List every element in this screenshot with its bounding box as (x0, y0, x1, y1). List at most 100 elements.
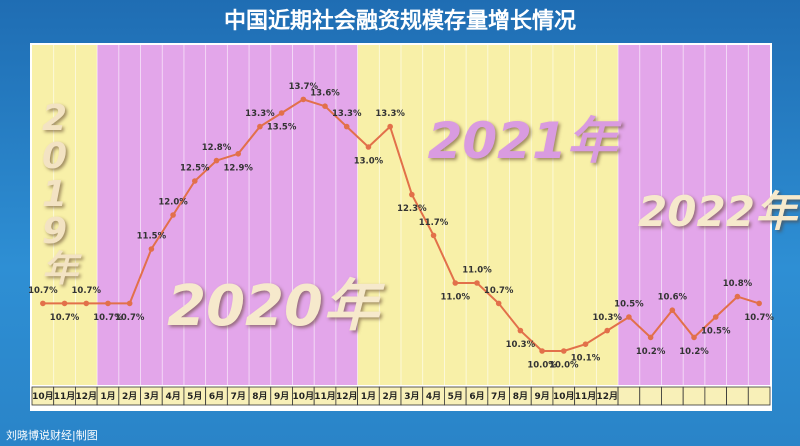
x-tick-label: 3月 (404, 391, 419, 402)
data-label: 13.5% (267, 123, 297, 133)
data-label: 11.7% (419, 218, 449, 228)
point (691, 334, 697, 341)
data-label: 10.0% (549, 361, 579, 371)
point (213, 157, 220, 164)
data-label: 12.9% (223, 163, 253, 173)
x-tick-label: 8月 (513, 391, 528, 402)
point (343, 123, 350, 130)
x-tick-label: 10月 (32, 391, 54, 402)
data-label: 11.5% (137, 232, 167, 242)
point (105, 300, 111, 307)
x-tick-label: 9月 (534, 391, 549, 402)
data-label: 10.7% (744, 313, 774, 323)
data-label: 12.0% (158, 198, 188, 208)
x-tick-box (704, 386, 727, 406)
point (582, 341, 589, 348)
x-tick-label: 6月 (469, 391, 484, 402)
credit: 刘晓博说财经|制图 (6, 428, 98, 442)
point (278, 110, 285, 116)
point (83, 300, 90, 307)
x-tick-label: 10月 (293, 391, 315, 402)
data-label: 10.3% (506, 340, 536, 350)
point (756, 300, 762, 307)
data-label: 10.1% (571, 354, 601, 364)
point (430, 232, 437, 239)
point (734, 293, 741, 300)
x-tick-box (682, 386, 706, 406)
point (669, 307, 676, 314)
point (191, 178, 198, 184)
point (235, 151, 242, 157)
data-label: 10.8% (723, 279, 753, 289)
point (61, 300, 68, 307)
point (257, 123, 263, 130)
point (365, 144, 372, 150)
data-label: 10.7% (115, 313, 145, 323)
x-tick-label: 8月 (252, 391, 267, 402)
data-label: 10.2% (679, 347, 709, 357)
x-tick-label: 3月 (144, 391, 159, 402)
x-tick-label: 7月 (231, 391, 246, 402)
data-label: 10.7% (72, 286, 102, 296)
data-label: 13.6% (310, 89, 340, 99)
chart-title: 中国近期社会融资规模存量增长情况 (224, 8, 576, 34)
point (647, 334, 654, 341)
x-tick-box (661, 386, 684, 406)
point (409, 191, 415, 198)
x-tick-label: 1月 (100, 391, 115, 402)
x-tick-label: 11月 (575, 391, 597, 402)
x-tick-label: 5月 (187, 391, 202, 402)
point (322, 103, 328, 109)
point (170, 212, 176, 218)
point (517, 327, 524, 334)
x-tick-label: 9月 (274, 391, 289, 402)
series-line (42, 98, 760, 352)
point (495, 300, 502, 307)
point (40, 300, 46, 307)
data-label: 13.3% (332, 109, 362, 119)
data-label: 13.3% (245, 109, 275, 119)
data-label: 13.0% (354, 157, 384, 167)
x-tick-box (617, 386, 641, 406)
x-tick-label: 1月 (361, 391, 376, 402)
x-tick-label: 5月 (448, 391, 463, 402)
point (148, 246, 155, 252)
x-tick-label: 6月 (209, 391, 224, 402)
point (539, 348, 545, 354)
x-tick-label: 4月 (426, 391, 441, 402)
data-label: 12.5% (180, 164, 210, 174)
point (452, 280, 459, 286)
point (300, 96, 307, 103)
data-label: 10.0% (527, 361, 557, 371)
x-tick-label: 4月 (165, 391, 180, 402)
point (474, 280, 480, 286)
data-label: 12.8% (202, 143, 232, 153)
data-label: 13.7% (289, 82, 319, 92)
point (712, 314, 719, 320)
data-label: 12.3% (397, 204, 427, 214)
x-tick-box (639, 386, 662, 406)
data-label: 11.0% (441, 293, 471, 303)
data-label: 10.5% (614, 300, 644, 310)
x-tick-label: 12月 (75, 391, 97, 402)
x-tick-label: 12月 (596, 391, 618, 402)
point (126, 300, 133, 307)
year-band (32, 45, 98, 385)
data-label: 11.0% (462, 266, 492, 276)
data-label: 10.3% (592, 313, 622, 323)
data-label: 10.7% (28, 286, 58, 296)
x-tick-label: 2月 (383, 391, 398, 402)
point (604, 327, 611, 334)
x-tick-label: 11月 (314, 391, 336, 402)
x-tick-label: 11月 (54, 391, 76, 402)
x-tick-label: 2月 (122, 391, 137, 402)
year-band (618, 45, 770, 385)
data-label: 10.5% (701, 327, 731, 337)
data-label: 13.3% (375, 109, 405, 119)
x-tick-label: 10月 (553, 391, 575, 402)
data-label: 10.7% (93, 313, 123, 323)
x-tick-box (747, 386, 771, 406)
x-tick-label: 12月 (336, 391, 358, 402)
